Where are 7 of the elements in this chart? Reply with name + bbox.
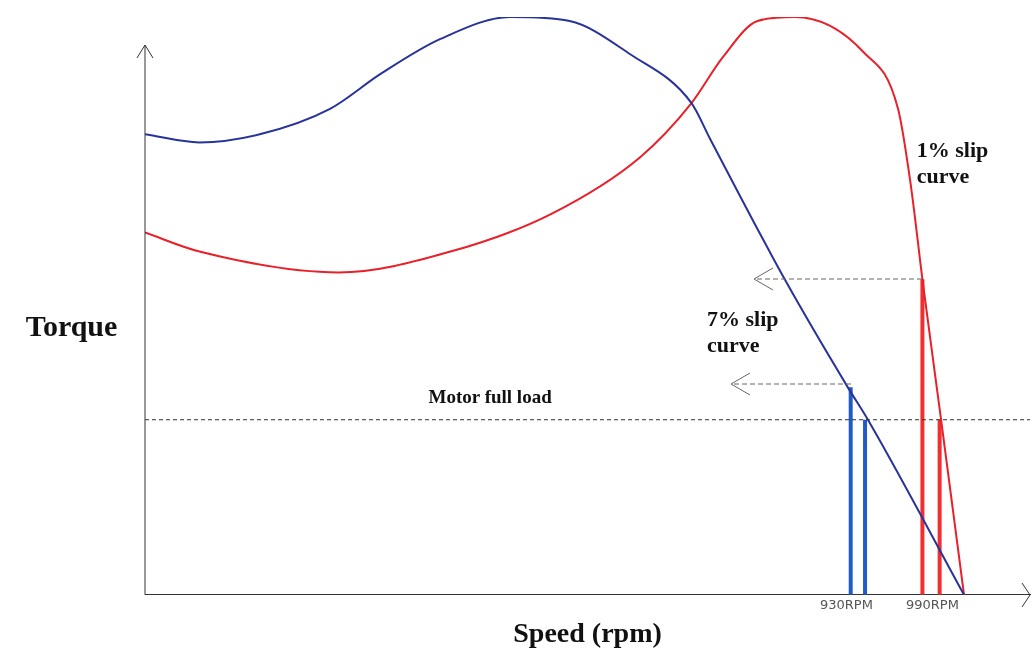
ref-line-label: Motor full load xyxy=(428,386,553,408)
x-tick-label: 990RPM xyxy=(906,596,959,612)
y-axis-title: Torque xyxy=(25,308,118,342)
x-axis-title: Speed (rpm) xyxy=(513,617,662,649)
annotation: 1% slip curve xyxy=(916,137,989,189)
x-tick-label: 930RPM xyxy=(819,596,873,612)
annotation: 7% slip curve xyxy=(706,306,779,358)
